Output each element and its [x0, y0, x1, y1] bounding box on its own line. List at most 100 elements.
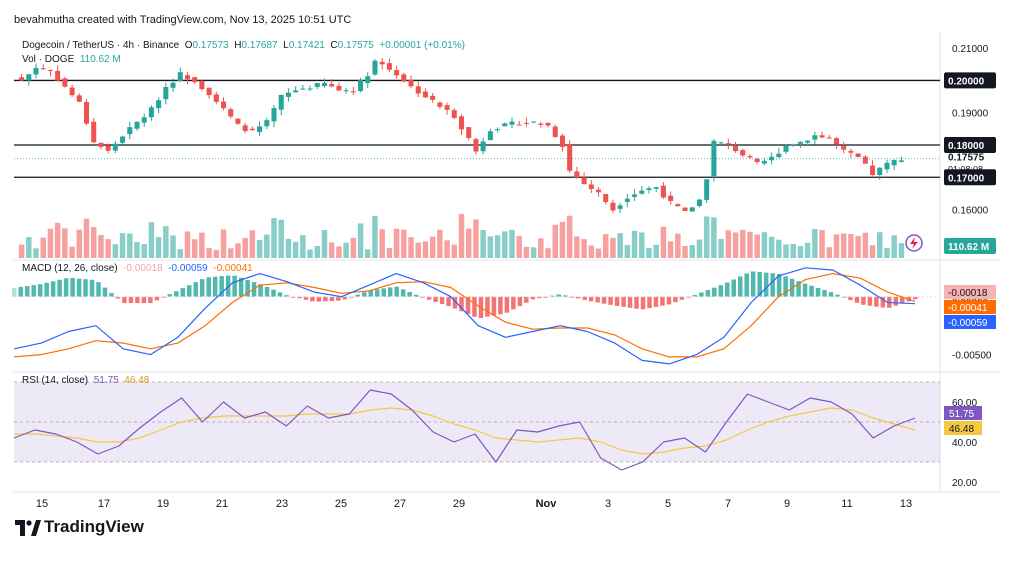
candle[interactable] [783, 144, 789, 154]
candle[interactable] [769, 152, 775, 165]
candle[interactable] [141, 113, 147, 127]
candle[interactable] [704, 179, 710, 204]
candle[interactable] [365, 72, 371, 88]
candle[interactable] [761, 157, 767, 166]
candle[interactable] [509, 117, 515, 129]
candle[interactable] [552, 124, 558, 138]
candle[interactable] [531, 121, 537, 124]
candle[interactable] [567, 140, 573, 173]
candle[interactable] [134, 121, 140, 131]
candle[interactable] [221, 97, 227, 111]
candle[interactable] [336, 82, 342, 92]
candle[interactable] [278, 94, 284, 116]
candle[interactable] [307, 85, 313, 92]
candle[interactable] [26, 73, 32, 86]
candle[interactable] [581, 172, 587, 185]
candle[interactable] [696, 198, 702, 208]
candle[interactable] [62, 76, 68, 88]
candle[interactable] [206, 87, 212, 99]
candle[interactable] [812, 131, 818, 145]
candle[interactable] [55, 65, 61, 82]
candle[interactable] [466, 126, 472, 141]
candle[interactable] [329, 79, 335, 88]
candle[interactable] [47, 69, 53, 77]
candle[interactable] [588, 179, 594, 194]
candle[interactable] [595, 186, 602, 197]
candle[interactable] [127, 121, 133, 140]
candle[interactable] [898, 156, 904, 163]
candle[interactable] [350, 86, 356, 96]
candle[interactable] [415, 80, 421, 98]
candle[interactable] [430, 92, 436, 103]
candle[interactable] [826, 134, 832, 139]
candle[interactable] [480, 137, 486, 155]
candle[interactable] [293, 86, 299, 93]
candle[interactable] [112, 141, 118, 154]
candle[interactable] [257, 121, 263, 137]
candle[interactable] [516, 120, 522, 126]
candle[interactable] [639, 186, 645, 195]
candle[interactable] [451, 108, 457, 120]
candle[interactable] [314, 82, 320, 90]
candle[interactable] [213, 91, 219, 105]
candle[interactable] [321, 78, 328, 88]
candle[interactable] [235, 118, 241, 125]
candle[interactable] [242, 122, 248, 134]
candle[interactable] [653, 186, 659, 192]
candle[interactable] [408, 75, 414, 88]
candle[interactable] [300, 84, 306, 90]
candle[interactable] [394, 65, 400, 79]
candle[interactable] [163, 82, 169, 105]
candle[interactable] [833, 137, 840, 149]
candle[interactable] [797, 141, 803, 148]
candle[interactable] [156, 97, 162, 114]
candle[interactable] [646, 186, 652, 194]
candle[interactable] [603, 193, 609, 205]
candle[interactable] [754, 157, 760, 165]
candle[interactable] [401, 72, 407, 83]
candle[interactable] [610, 199, 616, 214]
candle[interactable] [98, 142, 104, 150]
candle[interactable] [819, 131, 825, 139]
candle[interactable] [776, 147, 782, 158]
candle[interactable] [192, 76, 198, 84]
candle[interactable] [682, 207, 688, 212]
candle[interactable] [660, 182, 666, 199]
candle[interactable] [632, 189, 638, 201]
candle[interactable] [668, 191, 674, 205]
candle[interactable] [83, 99, 90, 126]
candle[interactable] [271, 104, 277, 128]
candle[interactable] [487, 128, 493, 141]
candle[interactable] [805, 140, 811, 147]
candle[interactable] [437, 101, 443, 110]
candle[interactable] [862, 155, 868, 165]
candle[interactable] [379, 58, 385, 70]
candle[interactable] [19, 73, 25, 82]
candle[interactable] [177, 67, 183, 83]
candle[interactable] [444, 102, 450, 115]
candle[interactable] [184, 72, 190, 85]
candle[interactable] [473, 137, 479, 155]
candle[interactable] [502, 122, 508, 127]
candle[interactable] [559, 133, 565, 152]
candle[interactable] [624, 194, 630, 208]
candle[interactable] [790, 143, 796, 147]
candle[interactable] [870, 160, 876, 176]
candle[interactable] [358, 77, 364, 93]
candle[interactable] [285, 88, 291, 102]
candle[interactable] [733, 141, 739, 153]
candle[interactable] [422, 88, 428, 99]
candle[interactable] [148, 105, 154, 121]
candle[interactable] [545, 122, 551, 128]
candle[interactable] [523, 117, 529, 127]
candle[interactable] [249, 126, 255, 131]
candle[interactable] [877, 167, 883, 180]
candle[interactable] [574, 166, 580, 179]
candle[interactable] [170, 78, 176, 92]
candle[interactable] [718, 141, 724, 145]
candle[interactable] [711, 139, 717, 182]
candle[interactable] [199, 79, 205, 91]
candle[interactable] [689, 207, 695, 212]
candle[interactable] [105, 143, 111, 154]
candle[interactable] [33, 63, 39, 79]
